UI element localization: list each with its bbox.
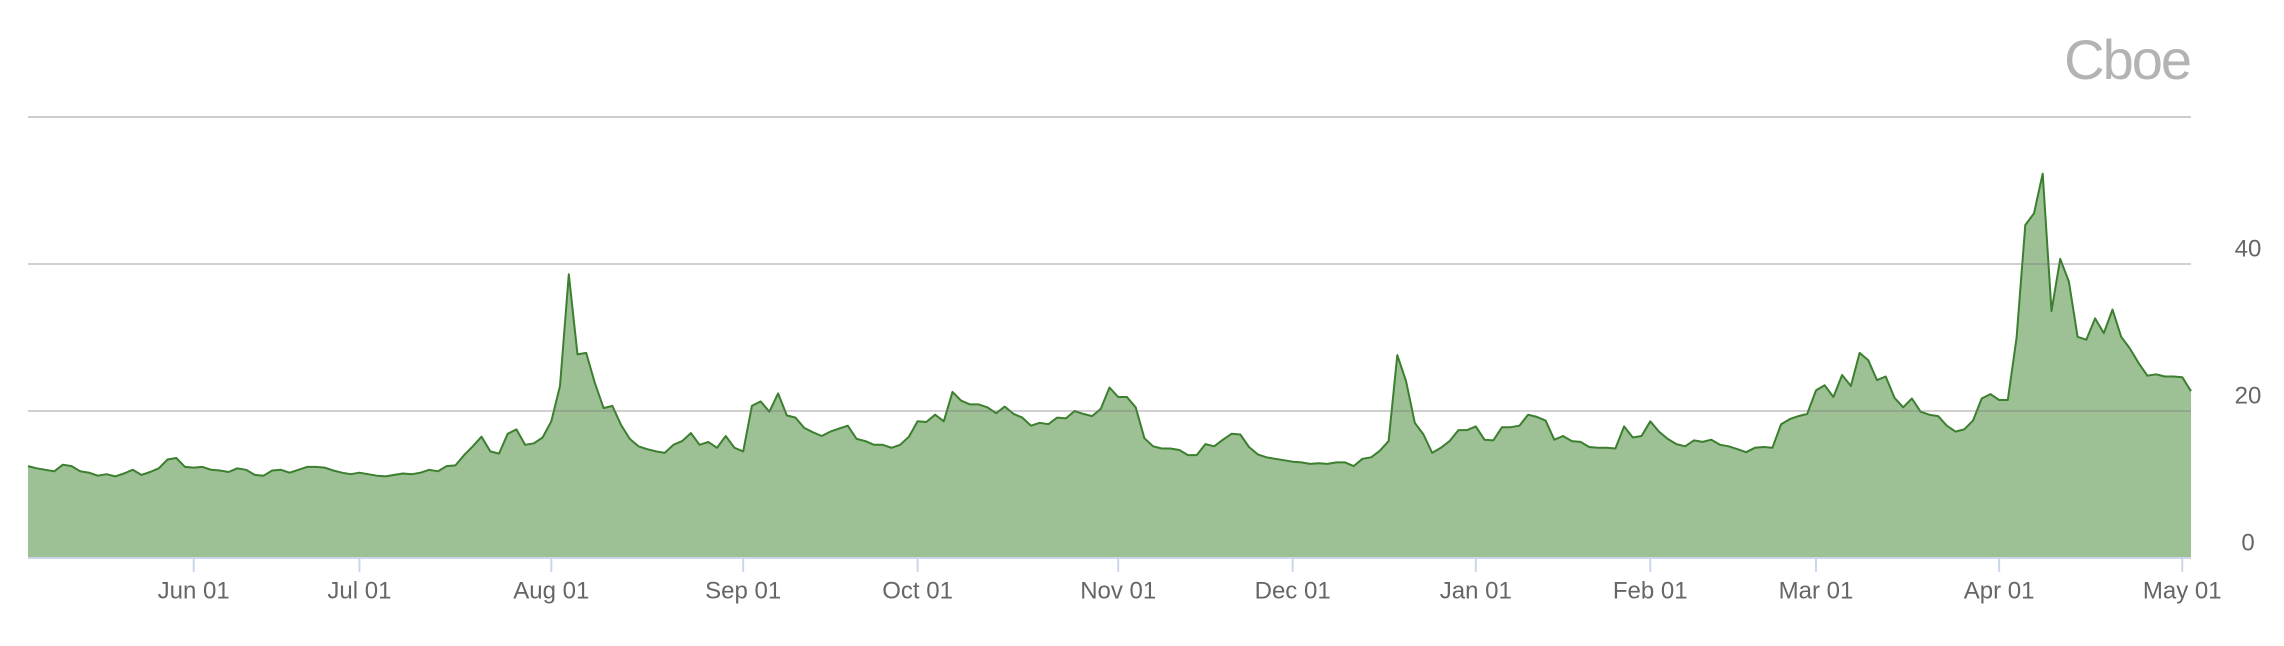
x-tick-label: Jun 01 xyxy=(158,577,230,604)
x-tick-label: Jan 01 xyxy=(1440,577,1512,604)
y-tick-label: 40 xyxy=(2235,235,2262,262)
area-fill xyxy=(28,173,2191,558)
x-tick-label: Feb 01 xyxy=(1613,577,1688,604)
x-tick-label: Sep 01 xyxy=(705,577,781,604)
x-tick-label: May 01 xyxy=(2143,577,2222,604)
x-tick-label: Apr 01 xyxy=(1964,577,2035,604)
y-tick-label: 0 xyxy=(2241,529,2254,556)
x-tick-label: Aug 01 xyxy=(513,577,589,604)
logo: Cboe xyxy=(2064,28,2190,91)
x-tick-label: Mar 01 xyxy=(1779,577,1854,604)
x-tick-label: Nov 01 xyxy=(1080,577,1156,604)
area-line xyxy=(27,172,2192,478)
y-tick-label: 20 xyxy=(2235,382,2262,409)
x-tick-label: Jul 01 xyxy=(327,577,391,604)
x-tick-label: Oct 01 xyxy=(882,577,953,604)
x-tick-label: Dec 01 xyxy=(1255,577,1331,604)
